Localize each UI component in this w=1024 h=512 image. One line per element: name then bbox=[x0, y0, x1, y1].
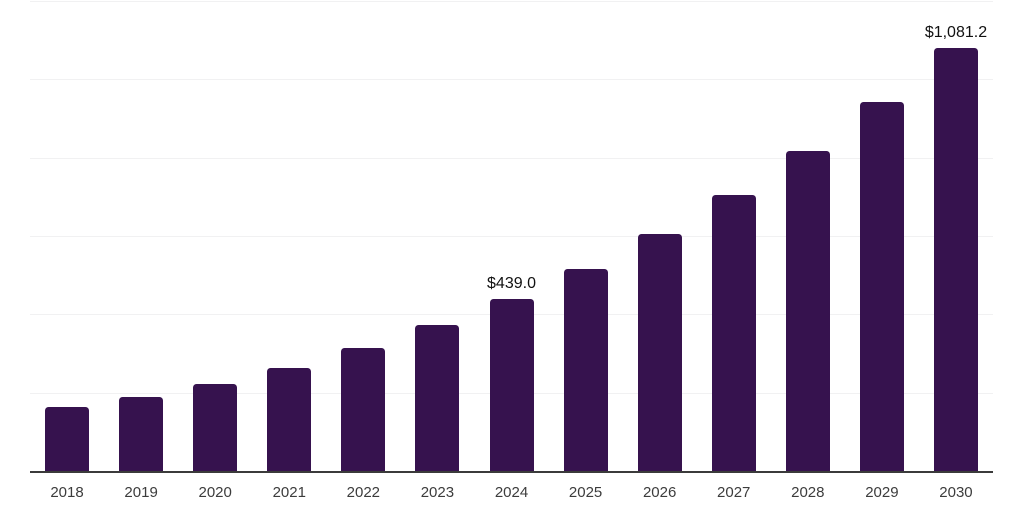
x-axis-label-2018: 2018 bbox=[50, 484, 84, 501]
bar-2028 bbox=[785, 151, 830, 471]
gridline-600 bbox=[30, 236, 993, 237]
bar-2021 bbox=[267, 368, 312, 471]
bar-value-label-2024: $439.0 bbox=[487, 275, 536, 293]
x-axis-label-2030: 2030 bbox=[939, 484, 973, 501]
gridline-1200 bbox=[30, 1, 993, 2]
x-axis-label-2025: 2025 bbox=[568, 484, 603, 501]
gridline-800 bbox=[30, 157, 993, 159]
bar-2030 bbox=[933, 47, 978, 471]
x-axis-label-2022: 2022 bbox=[346, 484, 381, 501]
x-axis-label-2026: 2026 bbox=[642, 484, 677, 501]
bar-value-label-2030: $1,081.2 bbox=[924, 23, 988, 41]
bar-2029 bbox=[859, 102, 904, 471]
bar-2027 bbox=[711, 195, 756, 471]
bar-2025 bbox=[563, 268, 608, 471]
plot-area: $439.0 $1,081.2 bbox=[30, 1, 993, 473]
x-axis-label-2023: 2023 bbox=[420, 484, 455, 501]
x-axis-label-2020: 2020 bbox=[198, 484, 232, 501]
x-axis-label-2027: 2027 bbox=[717, 484, 751, 501]
bar-2019 bbox=[119, 396, 164, 471]
x-axis-label-2021: 2021 bbox=[272, 484, 306, 501]
x-axis: 2018 2019 2020 2021 2022 2023 2024 2025 2026 2027… bbox=[30, 484, 993, 504]
bar-2024 bbox=[489, 299, 534, 471]
x-axis-label-2019: 2019 bbox=[124, 484, 158, 501]
gridline-1000 bbox=[30, 79, 993, 81]
bar-2020 bbox=[193, 384, 238, 471]
bar-2026 bbox=[637, 234, 682, 471]
bar-2022 bbox=[341, 348, 386, 471]
x-axis-label-2029: 2029 bbox=[865, 484, 899, 501]
x-axis-label-2028: 2028 bbox=[791, 484, 825, 501]
bar-2018 bbox=[45, 406, 90, 471]
x-axis-label-2024: 2024 bbox=[494, 484, 529, 501]
bar-2023 bbox=[415, 325, 460, 471]
